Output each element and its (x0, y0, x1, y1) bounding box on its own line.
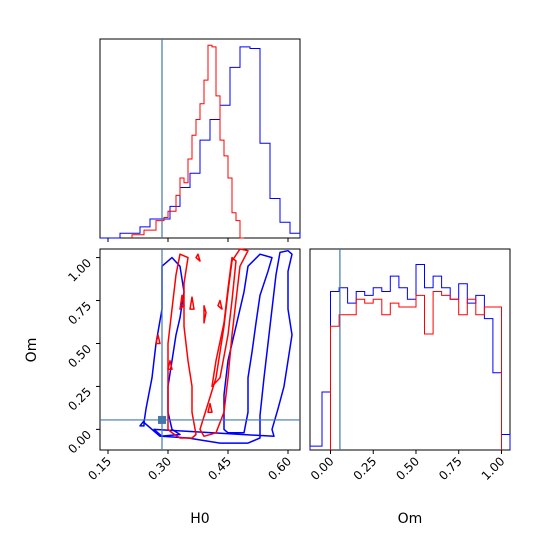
x-tick-label: 0.30 (145, 454, 174, 483)
contour-series-0-level-2 (223, 253, 273, 434)
x-tick-label: 0.60 (265, 454, 294, 483)
x-tick-label: 0.15 (85, 454, 114, 483)
x-tick-label: 0.45 (205, 454, 234, 483)
contour-series-1-level-5 (203, 304, 207, 324)
h0-histogram-series-1 (131, 44, 244, 239)
contour-series-0-level-3 (139, 420, 145, 427)
x-axis-label-om: Om (398, 511, 423, 527)
x-tick-label: 0.25 (351, 454, 380, 483)
contour-series-1-level-8 (207, 402, 213, 413)
contour-series-1-level-2 (211, 256, 237, 388)
x-tick-label: 1.00 (479, 454, 508, 483)
y-tick-label: 0.25 (65, 385, 94, 414)
om-histogram-series-1 (330, 291, 502, 450)
contour-series-1-level-1 (199, 248, 249, 438)
x-axis-label-h0: H0 (190, 511, 209, 527)
panel-frame (99, 38, 301, 239)
y-tick-label: 1.00 (65, 256, 94, 285)
x-tick-label: 0.50 (393, 454, 422, 483)
x-tick-label: 0.75 (436, 454, 465, 483)
panel-h0-om-contour: 0.15 0.30 0.45 0.60 0.00 0.25 0.50 0.75 1.00 H0… (24, 248, 301, 527)
y-tick-label: 0.50 (65, 342, 94, 371)
panel-om-histogram: 0.00 0.25 0.50 0.75 1.00 Om (308, 248, 511, 527)
panel-frame (99, 248, 301, 451)
contour-series-0-level-0 (153, 249, 293, 444)
contour-series-1-level-9 (217, 299, 223, 310)
contour-series-1-level-3 (189, 296, 195, 310)
y-tick-label: 0.00 (65, 428, 94, 457)
panel-h0-histogram (99, 38, 301, 242)
contour-series-1-level-4 (195, 253, 201, 262)
y-axis-label-om: Om (24, 338, 40, 363)
contour-series-1-level-10 (167, 359, 173, 371)
contour-series-0-level-1 (143, 256, 185, 438)
om-histogram-series-0 (309, 264, 511, 450)
contour-series-1-level-7 (179, 294, 185, 310)
contour-series-1-level-6 (155, 334, 161, 345)
h0-histogram-series-0 (100, 46, 301, 239)
truth-marker (158, 415, 166, 424)
panel-frame (309, 248, 511, 451)
x-tick-label: 0.00 (308, 454, 337, 483)
y-tick-label: 0.75 (65, 299, 94, 328)
contour-series-1-level-0 (167, 253, 197, 439)
